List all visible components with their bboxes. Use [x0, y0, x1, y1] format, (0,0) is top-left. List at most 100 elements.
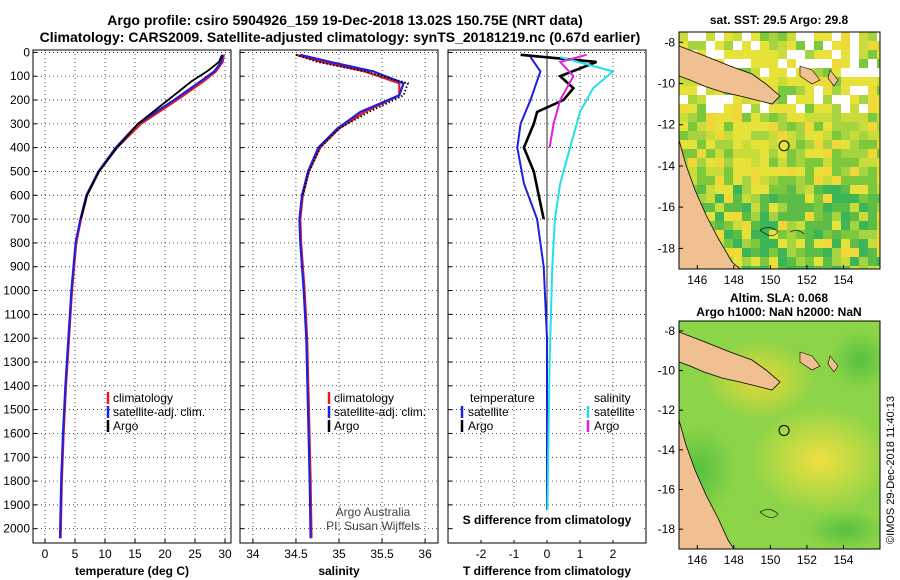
map-lon-label: 148	[724, 273, 744, 287]
sst-cell	[832, 95, 841, 104]
s-difference-label: S difference from climatology	[463, 513, 632, 527]
sst-cell	[715, 230, 724, 239]
sst-cell	[868, 140, 877, 149]
sst-cell	[796, 104, 805, 113]
sst-cell	[841, 185, 850, 194]
sst-cell	[850, 167, 859, 176]
sst-cell	[841, 50, 850, 59]
map-lat-label: -14	[658, 443, 676, 457]
sst-cell	[868, 203, 877, 212]
sst-cell	[823, 95, 832, 104]
sst-cell	[814, 257, 823, 266]
y-tick-label: 400	[10, 141, 30, 155]
sst-cell	[751, 68, 760, 77]
sst-cell	[814, 212, 823, 221]
sst-cell	[877, 149, 880, 158]
sst-cell	[877, 104, 880, 113]
sst-cell	[805, 212, 814, 221]
sst-cell	[787, 185, 796, 194]
sst-cell	[778, 50, 787, 59]
sst-cell	[769, 140, 778, 149]
sst-cell	[814, 266, 823, 269]
y-tick-label: 1900	[3, 498, 30, 512]
sst-cell	[832, 230, 841, 239]
map-lon-label: 150	[760, 273, 780, 287]
sst-cell	[841, 239, 850, 248]
sst-cell	[877, 122, 880, 131]
x-tick-label: 20	[158, 547, 172, 561]
legend-salinity-title: salinity	[594, 391, 631, 405]
x-tick-label: 1	[577, 547, 584, 561]
imos-credit: ©IMOS 29-Dec-2018 11:40:13	[885, 396, 897, 544]
sst-cell	[796, 113, 805, 122]
sst-cell	[742, 194, 751, 203]
y-tick-label: 1300	[3, 355, 30, 369]
sst-cell	[796, 131, 805, 140]
x-tick-label: 34	[246, 547, 260, 561]
sst-cell	[868, 194, 877, 203]
sst-cell	[877, 32, 880, 41]
sst-cell	[760, 158, 769, 167]
sst-cell	[742, 104, 751, 113]
sst-cell	[823, 32, 832, 41]
sst-cell	[796, 176, 805, 185]
sst-cell	[760, 122, 769, 131]
sst-cell	[796, 149, 805, 158]
sst-cell	[868, 41, 877, 50]
sst-cell	[859, 248, 868, 257]
sst-cell	[778, 266, 787, 269]
reef-contour	[759, 227, 779, 236]
sst-cell	[841, 68, 850, 77]
sst-cell	[823, 50, 832, 59]
depth-y-ticks: 0 100 200 300 400 500 600 700 800 900 1000 1100 1200…	[3, 45, 30, 535]
sst-cell	[679, 113, 688, 122]
sst-cell	[787, 212, 796, 221]
sst-cell	[751, 212, 760, 221]
sst-cell	[814, 221, 823, 230]
sst-map-field	[679, 32, 880, 269]
sst-cell	[832, 176, 841, 185]
sst-cell	[769, 257, 778, 266]
sst-cell	[877, 95, 880, 104]
sst-cell	[859, 131, 868, 140]
temperature-xlabel: temperature (deg C)	[75, 564, 189, 578]
sst-cell	[706, 95, 715, 104]
sst-cell	[850, 248, 859, 257]
sst-cell	[733, 41, 742, 50]
sst-cell	[805, 158, 814, 167]
temperature-series	[58, 54, 225, 539]
sst-cell	[877, 230, 880, 239]
sst-cell	[742, 221, 751, 230]
sst-cell	[724, 176, 733, 185]
sst-cell	[841, 230, 850, 239]
sla-map: Altim. SLA: 0.068 Argo h1000: NaN h2000:…	[658, 291, 881, 567]
y-tick-label: 1500	[3, 403, 30, 417]
sst-cell	[787, 167, 796, 176]
sst-cell	[769, 158, 778, 167]
map-lon-label: 152	[797, 553, 817, 567]
x-tick-label: 35.5	[370, 547, 394, 561]
sst-cell	[787, 113, 796, 122]
sst-cell	[751, 203, 760, 212]
sst-cell	[787, 230, 796, 239]
sst-cell	[688, 104, 697, 113]
sst-cell	[769, 221, 778, 230]
sst-cell	[814, 86, 823, 95]
sst-cell	[859, 59, 868, 68]
map-lon-label: 146	[687, 273, 707, 287]
x-tick-label: 2	[610, 547, 617, 561]
sst-cell	[778, 140, 787, 149]
sst-cell	[814, 185, 823, 194]
sst-cell	[742, 167, 751, 176]
sst-map-ticks: 146 148 150 152 154 -8 -10 -12 -14 -16 -18	[658, 35, 854, 287]
sst-cell	[814, 41, 823, 50]
sst-cell	[868, 68, 877, 77]
sst-cell	[706, 113, 715, 122]
sst-cell	[778, 104, 787, 113]
sst-cell	[850, 266, 859, 269]
series-line-argo	[295, 53, 410, 196]
sst-cell	[787, 248, 796, 257]
sst-cell	[742, 248, 751, 257]
sst-cell	[796, 167, 805, 176]
sst-cell	[814, 59, 823, 68]
